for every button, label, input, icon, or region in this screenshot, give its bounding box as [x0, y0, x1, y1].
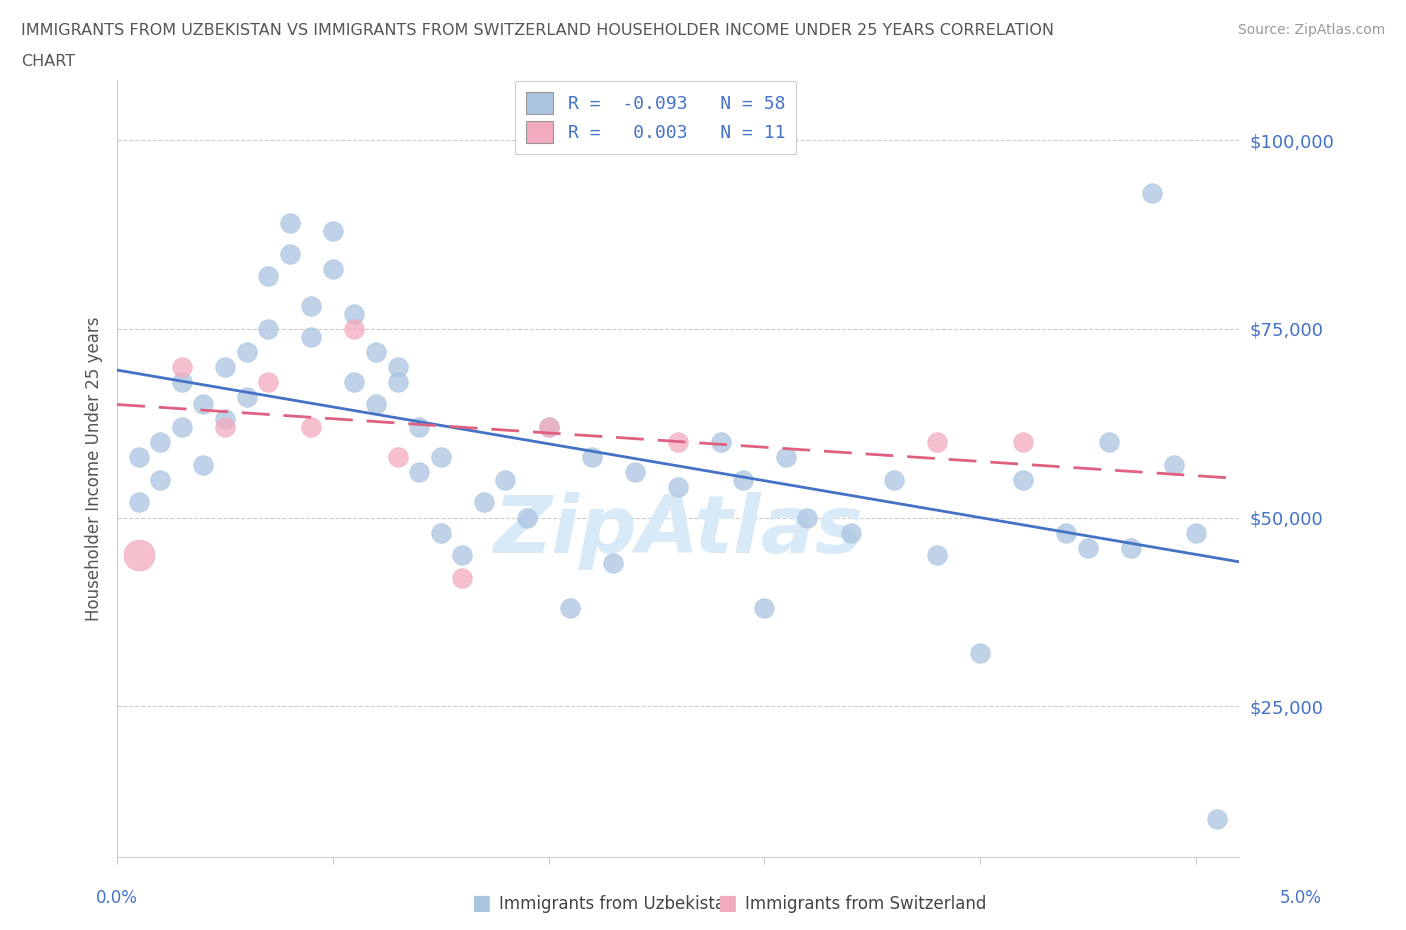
Point: [624, 465, 647, 480]
Point: [754, 601, 776, 616]
Point: [408, 419, 430, 434]
Point: [322, 223, 344, 238]
Point: [666, 480, 689, 495]
Point: [796, 510, 818, 525]
Y-axis label: Householder Income Under 25 years: Householder Income Under 25 years: [86, 316, 103, 620]
Point: [278, 246, 301, 261]
Point: [969, 645, 991, 660]
Point: [516, 510, 538, 525]
Point: [710, 434, 733, 449]
Text: ZipAtlas: ZipAtlas: [494, 492, 863, 570]
Point: [128, 495, 150, 510]
Point: [170, 375, 193, 390]
Point: [364, 344, 387, 359]
Point: [451, 548, 474, 563]
Point: [387, 450, 409, 465]
Point: [1142, 186, 1164, 201]
Point: [1119, 540, 1142, 555]
Point: [1077, 540, 1099, 555]
Point: [1098, 434, 1121, 449]
Point: [170, 359, 193, 374]
Point: [560, 601, 582, 616]
Point: [1163, 458, 1185, 472]
Point: [343, 307, 366, 322]
Point: [214, 359, 236, 374]
Point: [925, 434, 948, 449]
Point: [1012, 472, 1035, 487]
Point: [731, 472, 754, 487]
Point: [299, 299, 322, 313]
Point: [1206, 812, 1229, 827]
Point: [387, 359, 409, 374]
Point: [429, 450, 451, 465]
Text: IMMIGRANTS FROM UZBEKISTAN VS IMMIGRANTS FROM SWITZERLAND HOUSEHOLDER INCOME UND: IMMIGRANTS FROM UZBEKISTAN VS IMMIGRANTS…: [21, 23, 1054, 38]
Point: [235, 390, 257, 405]
Text: CHART: CHART: [21, 54, 75, 69]
Point: [666, 434, 689, 449]
Text: 0.0%: 0.0%: [96, 889, 138, 907]
Point: [149, 434, 172, 449]
Point: [128, 450, 150, 465]
Point: [322, 261, 344, 276]
Point: [214, 412, 236, 427]
Point: [451, 570, 474, 585]
Point: [170, 419, 193, 434]
Text: ■: ■: [717, 893, 737, 913]
Point: [387, 375, 409, 390]
Text: 5.0%: 5.0%: [1279, 889, 1322, 907]
Point: [299, 419, 322, 434]
Text: Immigrants from Uzbekistan: Immigrants from Uzbekistan: [499, 896, 735, 913]
Point: [429, 525, 451, 540]
Text: Source: ZipAtlas.com: Source: ZipAtlas.com: [1237, 23, 1385, 37]
Point: [925, 548, 948, 563]
Point: [1054, 525, 1077, 540]
Point: [537, 419, 560, 434]
Point: [343, 375, 366, 390]
Point: [257, 269, 280, 284]
Point: [472, 495, 495, 510]
Point: [364, 397, 387, 412]
Legend: R =  -0.093   N = 58, R =   0.003   N = 11: R = -0.093 N = 58, R = 0.003 N = 11: [515, 81, 796, 154]
Point: [278, 216, 301, 231]
Point: [193, 458, 215, 472]
Point: [1184, 525, 1206, 540]
Point: [343, 322, 366, 337]
Point: [257, 375, 280, 390]
Point: [149, 472, 172, 487]
Point: [537, 419, 560, 434]
Point: [193, 397, 215, 412]
Point: [408, 465, 430, 480]
Point: [214, 419, 236, 434]
Point: [839, 525, 862, 540]
Point: [235, 344, 257, 359]
Point: [883, 472, 905, 487]
Point: [494, 472, 516, 487]
Point: [775, 450, 797, 465]
Text: Immigrants from Switzerland: Immigrants from Switzerland: [745, 896, 987, 913]
Point: [602, 555, 624, 570]
Text: ■: ■: [471, 893, 491, 913]
Point: [1012, 434, 1035, 449]
Point: [128, 548, 150, 563]
Point: [299, 329, 322, 344]
Point: [581, 450, 603, 465]
Point: [257, 322, 280, 337]
